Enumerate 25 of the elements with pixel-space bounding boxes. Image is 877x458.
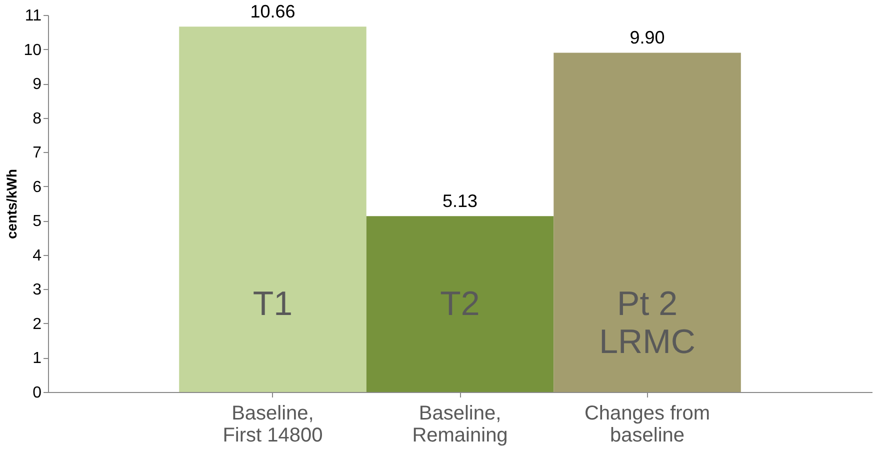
x-tick-label: Baseline, Remaining [412,402,508,446]
y-tick-label: 8 [32,110,42,128]
y-tick-label: 5 [32,213,42,230]
y-tick-label: 10 [24,42,42,59]
annotation: T2 [440,285,480,323]
bar [179,26,366,392]
y-tick-label: 4 [32,247,42,264]
y-tick-label: 9 [32,76,42,94]
data-label: 5.13 [442,191,478,212]
bar [366,216,554,392]
y-tick-label: 7 [32,144,42,162]
annotation: Pt 2 LRMC [599,285,696,361]
y-tick-label: 3 [32,282,42,299]
y-axis-title: cents/kWh [4,168,20,240]
x-tick-label: Changes from baseline [584,402,710,446]
y-tick-label: 0 [32,384,42,402]
data-label: 10.66 [250,2,296,22]
y-tick-label: 11 [24,8,42,24]
y-tick-label: 2 [32,316,42,333]
data-label: 9.90 [630,28,665,48]
y-tick-label: 1 [32,350,42,368]
x-tick-label: Baseline, First 14800 [222,402,323,446]
bar [554,52,741,392]
annotation: T1 [252,285,293,323]
y-tick-label: 6 [32,178,42,196]
